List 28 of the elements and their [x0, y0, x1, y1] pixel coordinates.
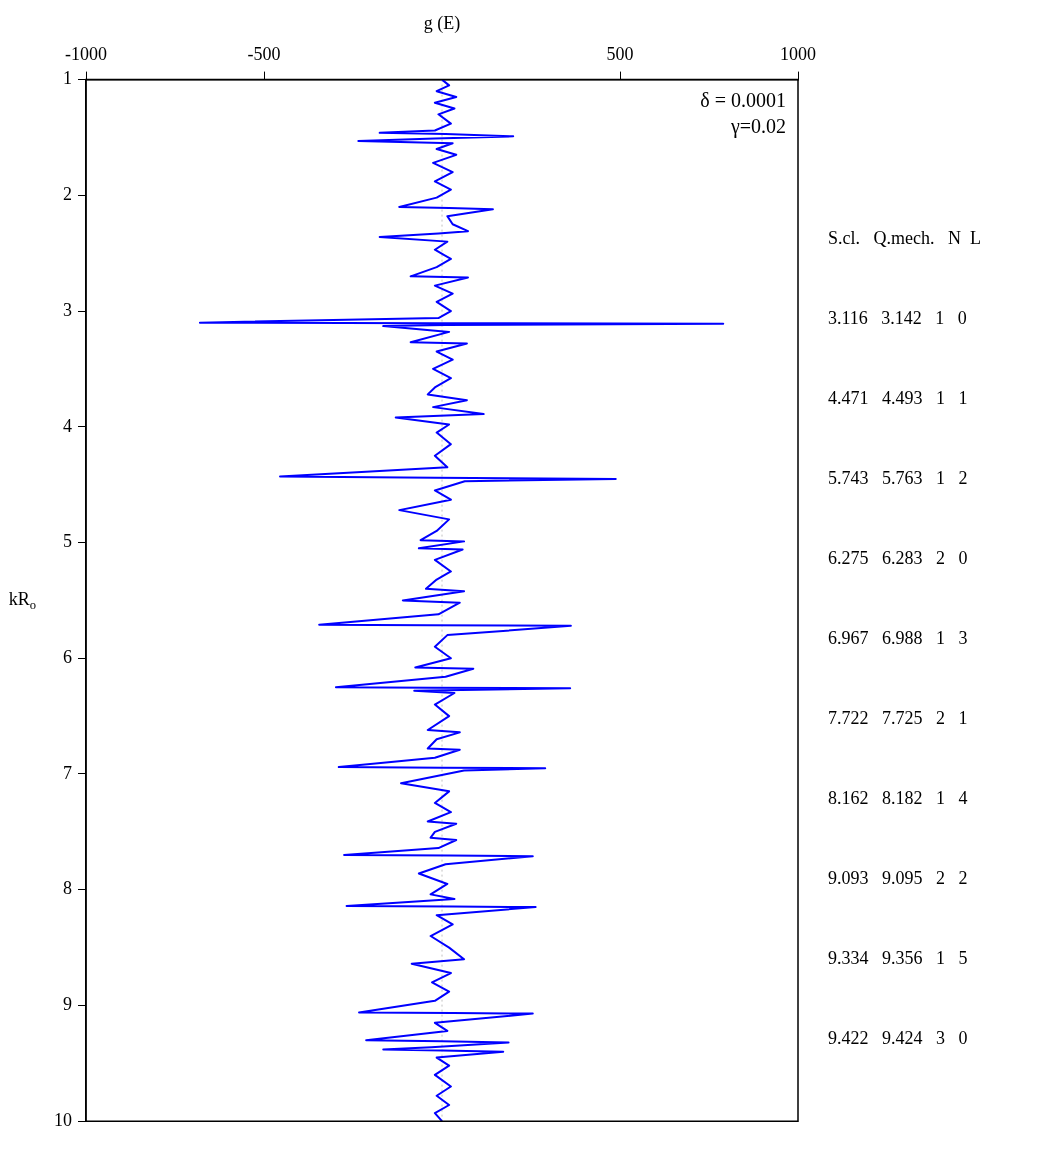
- annotation: δ = 0.0001: [700, 88, 786, 111]
- text: 7.722 7.725 2 1: [828, 708, 968, 729]
- y-tick-label: 6: [63, 647, 72, 667]
- text: 9.334 9.356 1 5: [828, 948, 968, 969]
- y-tick-label: 7: [63, 762, 72, 783]
- text: 5.743 5.763 1 2: [828, 468, 968, 489]
- text: 6.967 6.988 1 3: [828, 628, 968, 649]
- y-tick-label: 5: [63, 531, 72, 552]
- x-tick-label: -500: [247, 43, 281, 64]
- y-tick-label: 10: [54, 1109, 72, 1130]
- x-axis-title: g (E): [423, 12, 461, 34]
- text: 6.275 6.283 2 0: [828, 548, 968, 569]
- y-tick-label: 9: [63, 994, 72, 1015]
- x-tick-label: 1000: [780, 43, 816, 64]
- text: 4.471 4.493 1 1: [828, 388, 968, 409]
- y-tick-label: 1: [63, 68, 72, 89]
- x-tick-label: -1000: [65, 43, 107, 64]
- y-tick-label: 2: [63, 184, 72, 205]
- text: 8.162 8.182 1 4: [828, 788, 968, 809]
- text: 3.116 3.142 1 0: [828, 308, 967, 329]
- x-tick-label: 500: [606, 43, 634, 64]
- text: 9.093 9.095 2 2: [828, 868, 968, 889]
- annotation: γ=0.02: [729, 114, 786, 138]
- y-tick-label: 4: [63, 415, 72, 436]
- text: S.cl. Q.mech. N L: [828, 228, 981, 249]
- y-tick-label: 3: [63, 299, 72, 320]
- y-tick-label: 8: [63, 878, 72, 899]
- text: 9.422 9.424 3 0: [828, 1028, 968, 1049]
